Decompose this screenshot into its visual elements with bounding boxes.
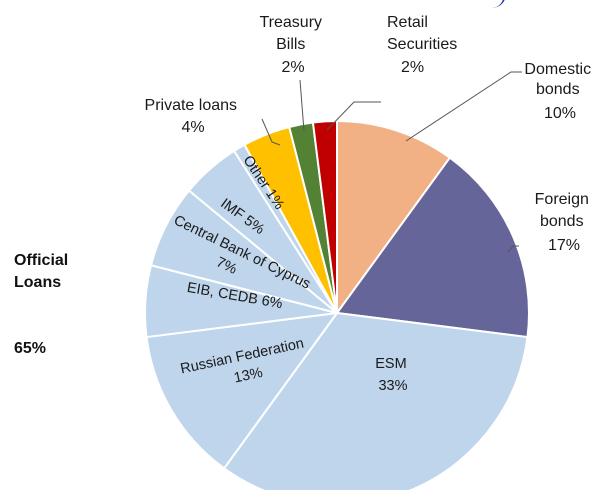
- leader-line-private: [261, 118, 281, 146]
- official-loans-line1: Official: [14, 252, 69, 269]
- official-loans-label: Official Loans: [14, 250, 68, 294]
- label-private-loans: Private loans 4%: [145, 97, 242, 136]
- pie-slice-esm: [222, 311, 529, 490]
- label-retail-securities: Retail Securities 2%: [387, 14, 462, 76]
- pie-slice-domestic-bonds: [336, 119, 452, 317]
- official-loans-line2: Loans: [14, 274, 62, 291]
- leader-line-foreign: [507, 245, 519, 253]
- official-loans-value: 65%: [14, 340, 47, 357]
- label-domestic-bonds: Domestic bonds 10%: [524, 61, 595, 122]
- leader-line-treasury: [299, 79, 305, 132]
- pie-slice-russian-federation: [145, 311, 340, 470]
- leader-line-retail: [326, 101, 381, 131]
- pie-slices: [144, 119, 530, 490]
- pie-slice-foreign-bonds: [335, 156, 530, 339]
- label-treasury-bills: Treasury Bills 2%: [260, 14, 327, 76]
- pie-slice-retail-securities: [311, 119, 338, 314]
- label-foreign-bonds: Foreign bonds 17%: [535, 191, 594, 254]
- label-esm: ESM 33%: [375, 356, 410, 394]
- leader-lines: [261, 71, 522, 253]
- leader-line-domestic: [405, 71, 522, 142]
